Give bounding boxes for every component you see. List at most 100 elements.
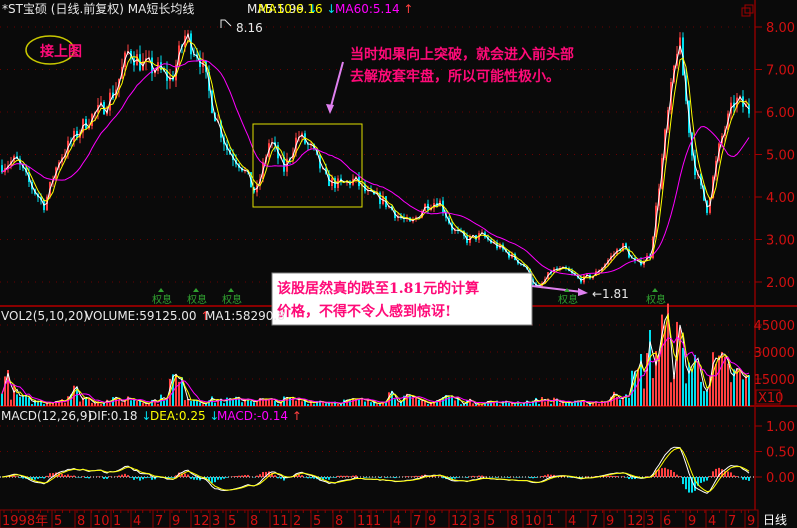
volume-bar (154, 399, 156, 406)
volume-bar (4, 376, 6, 406)
volume-bar (592, 401, 594, 406)
volume-bar (121, 402, 123, 406)
volume-bar (115, 397, 117, 406)
volume-bar (352, 398, 354, 406)
volume-bar (691, 368, 693, 406)
time-tick-label: 1998年 (2, 514, 48, 528)
volume-bar (316, 400, 318, 406)
volume-bar (31, 404, 33, 406)
macd-arrow-icon: ↑ (292, 409, 302, 423)
volume-bar (667, 303, 669, 406)
volume-bar (163, 400, 165, 406)
candle (334, 176, 336, 192)
volume-bar (151, 399, 153, 406)
time-tick-label: 7 (590, 514, 598, 528)
volume-bar (718, 355, 720, 406)
low-mark: ←1.81 (592, 287, 629, 301)
volume-bar (706, 390, 708, 406)
time-tick-label: 12 (193, 514, 210, 528)
price-tick-label: 2.00 (766, 276, 795, 291)
volume-bar (475, 404, 477, 406)
time-tick-label: 5 (313, 514, 321, 528)
volume-tick-label: 30000 (754, 346, 795, 361)
rights-marker-label: 权息 (187, 293, 207, 306)
callout-top-line2: 去解放套牢盘，所以可能性极小。 (350, 68, 560, 85)
time-tick-label: 5 (54, 514, 62, 528)
rights-marker-label: 权息 (558, 293, 578, 306)
time-tick-label: 6 (663, 514, 671, 528)
volume-bar (427, 404, 429, 406)
callout-arrow-bottom (531, 285, 583, 293)
volume-bar (541, 397, 543, 406)
volume-bar (133, 399, 135, 406)
volume-bar (436, 400, 438, 406)
volume-bar (526, 400, 528, 406)
macd-header: MACD(12,26,9) DIF:0.18 ↓ DEA:0.25 ↓ MACD… (1, 409, 302, 423)
callout-top-line1: 当时如果向上突破，就会进入前头部 (350, 46, 574, 63)
volume-bar (64, 402, 66, 406)
time-axis: 1998年 5 8 10 1 4 7 9 12 3 5 8 11 2 5 8 11 1 4 7 9 12 3 5 8 10 1 4 7 9… (0, 509, 759, 528)
period-label[interactable]: 日线 (763, 513, 787, 527)
volume-bar (442, 396, 444, 406)
volume-bar (661, 314, 663, 406)
volume-bar (298, 397, 300, 406)
volume-label: VOL2(5,10,20) (1, 309, 88, 323)
rights-marker-label: 权息 (646, 293, 666, 306)
volume-bar (505, 401, 507, 406)
volume-bar (658, 354, 660, 406)
volume-bar (460, 404, 462, 406)
volume-bar (67, 396, 69, 406)
volume-bar (559, 403, 561, 406)
volume-bar (397, 402, 399, 406)
volume-bar (409, 395, 411, 406)
price-tick-label: 4.00 (766, 191, 795, 206)
rights-marker-icon (193, 288, 199, 292)
volume-bar (451, 395, 453, 406)
volume-bar (148, 402, 150, 406)
volume-tick-label: 15000 (754, 373, 795, 388)
volume-bar (25, 395, 27, 406)
rights-marker-icon (564, 288, 570, 292)
volume-bar (385, 402, 387, 406)
volume-bar (376, 404, 378, 406)
volume-bar (628, 397, 630, 406)
volume-bar (160, 394, 162, 406)
macd-value: MACD:-0.14 (217, 409, 288, 423)
volume-bar (697, 361, 699, 406)
volume-bar (478, 403, 480, 406)
candle (382, 191, 384, 206)
volume-bar (532, 400, 534, 406)
volume-bar (580, 400, 582, 406)
volume-bar (55, 401, 57, 406)
time-tick-label: 3 (472, 514, 480, 528)
volume-bar (289, 397, 291, 406)
volume-bar (295, 400, 297, 406)
ma10-line (1, 39, 750, 286)
volume-bar (340, 404, 342, 406)
volume-bar (331, 403, 333, 406)
window-restore-icon[interactable] (741, 4, 754, 17)
time-tick-label: 3 (646, 514, 654, 528)
callout-arrow-top (329, 61, 344, 111)
volume-bar (28, 397, 30, 406)
callout-bottom: 该股居然真的跌至1.81元的计算 价格，不得不令人感到惊讶! (271, 272, 533, 326)
volume-bar (724, 356, 726, 406)
volume-bar (22, 394, 24, 406)
volume-bar (463, 404, 465, 406)
volume-bar (727, 363, 729, 406)
volume-bar (550, 403, 552, 406)
consolidation-box (252, 123, 363, 208)
volume-bar (217, 399, 219, 406)
volume-bar (307, 404, 309, 406)
volume-bar (280, 401, 282, 406)
time-tick-label: 7 (413, 514, 421, 528)
volume-bar (250, 400, 252, 406)
volume-bar (355, 399, 357, 406)
volume-bar (568, 402, 570, 406)
volume-bar (382, 401, 384, 406)
volume-bar (472, 403, 474, 406)
time-tick-label: 9 (747, 514, 755, 528)
volume-bar (187, 398, 189, 406)
volume-bar (310, 400, 312, 406)
